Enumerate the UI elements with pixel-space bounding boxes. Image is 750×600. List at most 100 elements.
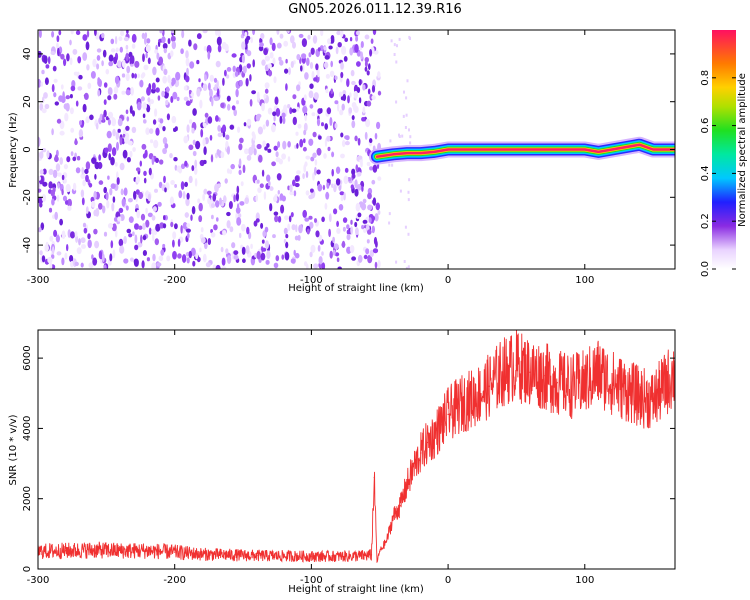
noise-blob [265, 240, 269, 250]
noise-blob [327, 146, 331, 152]
noise-blob [292, 41, 296, 49]
noise-blob [123, 129, 126, 135]
noise-blob [69, 57, 73, 66]
noise-blob [372, 164, 378, 173]
noise-blob [195, 140, 201, 150]
noise-blob [56, 118, 62, 124]
noise-blob [313, 92, 319, 100]
noise-blob [61, 188, 64, 196]
colorbar-tick-label: 0.2 [700, 213, 711, 229]
noise-blob [408, 128, 410, 132]
noise-blob [222, 230, 227, 236]
noise-blob [41, 194, 47, 202]
noise-blob [260, 33, 265, 40]
noise-blob [242, 65, 247, 74]
noise-blob [122, 149, 128, 159]
noise-blob [177, 253, 182, 259]
snr-point [338, 555, 340, 557]
noise-blob [239, 232, 242, 239]
snr-point [228, 554, 230, 556]
noise-blob [145, 207, 148, 214]
noise-blob [85, 116, 90, 124]
noise-blob [361, 117, 366, 122]
noise-blob [322, 184, 326, 191]
noise-blob [282, 116, 286, 125]
snr-point [666, 382, 668, 384]
noise-blob [263, 191, 267, 200]
noise-blob [163, 175, 166, 184]
noise-blob [146, 86, 151, 96]
noise-blob [101, 60, 104, 67]
noise-blob [112, 249, 116, 259]
colorbar-ticks: 0.0 0.2 0.4 0.6 0.8 [700, 70, 736, 277]
noise-blob [145, 127, 150, 135]
noise-blob [151, 156, 155, 165]
noise-blob [405, 266, 408, 269]
noise-blob [50, 189, 55, 197]
noise-blob [252, 30, 256, 36]
noise-blob [320, 30, 324, 37]
noise-blob [138, 225, 143, 230]
noise-blob [301, 53, 307, 59]
noise-blob [352, 173, 356, 179]
noise-blob [175, 71, 181, 81]
noise-blob [90, 71, 96, 79]
noise-blob [155, 77, 160, 83]
noise-blob [93, 228, 98, 235]
noise-blob [287, 141, 291, 148]
noise-blob [63, 58, 67, 67]
noise-blob [167, 74, 171, 84]
noise-blob [94, 161, 100, 170]
noise-blob [236, 203, 240, 212]
noise-blob [185, 57, 190, 67]
noise-blob [152, 66, 157, 76]
noise-blob [51, 198, 55, 206]
noise-blob [371, 179, 376, 185]
noise-blob [202, 253, 207, 263]
snr-point [611, 382, 613, 384]
noise-blob [289, 184, 293, 193]
noise-blob [127, 140, 133, 146]
noise-blob [130, 257, 134, 262]
noise-blob [358, 79, 362, 86]
noise-blob [248, 146, 254, 156]
noise-blob [142, 235, 147, 241]
noise-blob [142, 113, 146, 119]
noise-blob [231, 105, 236, 111]
noise-blob [87, 233, 91, 240]
noise-blob [123, 236, 127, 244]
noise-blob [314, 166, 317, 176]
noise-blob [236, 100, 239, 105]
noise-blob [166, 113, 170, 121]
noise-blob [357, 137, 361, 146]
noise-blob [160, 249, 165, 256]
noise-blob [298, 224, 303, 234]
spectrogram-x-ticks: -300 -200 -100 0 100 [27, 30, 594, 286]
noise-blob [91, 157, 97, 165]
noise-blob [276, 42, 282, 49]
noise-blob [233, 109, 237, 117]
noise-blob [362, 219, 368, 224]
noise-blob [266, 250, 271, 259]
snr-point [399, 505, 401, 507]
noise-blob [133, 190, 137, 200]
noise-blob [184, 160, 188, 167]
noise-blob [293, 190, 297, 197]
noise-blob [331, 151, 335, 158]
noise-blob [290, 61, 294, 68]
noise-blob [343, 175, 349, 185]
noise-blob [112, 196, 116, 203]
noise-blob [330, 88, 334, 95]
noise-blob [39, 151, 44, 159]
noise-blob [223, 195, 227, 204]
noise-blob [349, 37, 353, 42]
noise-blob [402, 114, 405, 118]
noise-blob [257, 187, 262, 194]
noise-blob [364, 34, 370, 40]
noise-blob [158, 56, 164, 65]
noise-blob [48, 207, 53, 213]
noise-blob [283, 239, 287, 244]
noise-blob [252, 59, 255, 68]
noise-blob [366, 100, 372, 107]
noise-blob [143, 177, 147, 184]
